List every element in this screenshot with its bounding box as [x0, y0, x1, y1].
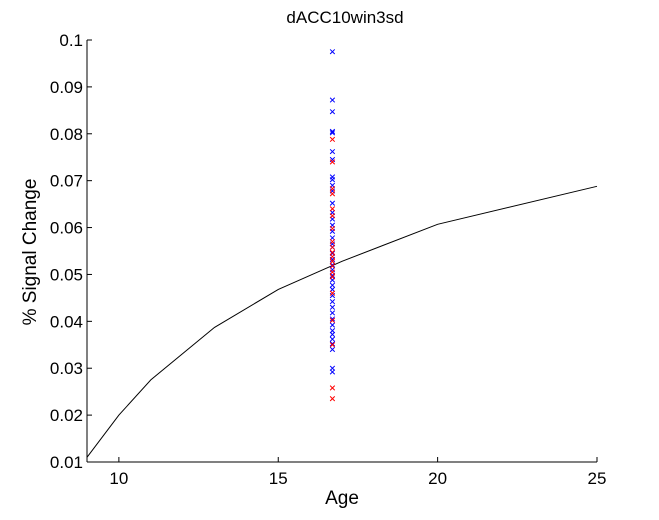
red-data-point [329, 159, 336, 165]
blue-data-point [329, 336, 336, 342]
red-data-point [329, 385, 336, 391]
blue-data-point [329, 200, 336, 206]
red-data-point [329, 290, 336, 296]
y-tick-label: 0.09 [50, 78, 83, 97]
blue-data-point [329, 310, 336, 316]
blue-data-point [329, 156, 336, 163]
x-tick-label: 15 [269, 469, 288, 488]
red-data-point [329, 263, 336, 269]
y-tick-label: 0.02 [50, 406, 83, 425]
red-data-point [329, 253, 336, 260]
red-data-point [329, 238, 336, 245]
red-data-point [329, 225, 336, 232]
x-tick-label: 20 [428, 469, 447, 488]
red-data-point [329, 269, 336, 275]
x-tick-label: 10 [109, 469, 128, 488]
y-tick-label: 0.08 [50, 125, 83, 144]
red-data-point [329, 244, 336, 250]
red-data-point [329, 317, 336, 324]
blue-data-point [329, 322, 336, 328]
blue-data-point [329, 128, 336, 135]
blue-data-point [329, 346, 336, 353]
blue-data-point [329, 316, 336, 322]
red-data-point [329, 136, 336, 143]
x-tick-label: 25 [588, 469, 607, 488]
blue-data-point [329, 341, 336, 347]
red-data-point [329, 191, 336, 197]
plot-area: 0.01 0.02 0.03 0.04 0.05 0.06 0.07 0.08 0.09 0.1 1… [50, 31, 607, 488]
fit-line [86, 185, 598, 458]
y-tick-label: 0.03 [50, 359, 83, 378]
red-data-point [329, 185, 336, 192]
blue-data-point [329, 109, 336, 115]
blue-data-point [329, 331, 336, 338]
y-tick-label: 0.04 [50, 312, 83, 331]
y-tick-label: 0.05 [50, 265, 83, 284]
blue-data-point [329, 369, 336, 375]
y-tick-label: 0.06 [50, 219, 83, 238]
blue-data-point [329, 49, 336, 55]
blue-data-point [329, 298, 336, 305]
red-data-point [329, 342, 336, 348]
red-data-point [329, 274, 336, 280]
y-axis-title: % Signal Change [20, 179, 41, 326]
blue-data-point [329, 292, 336, 299]
y-tick-label: 0.07 [50, 172, 83, 191]
blue-data-point [329, 282, 336, 288]
x-axis-title: Age [325, 488, 359, 509]
blue-data-point [329, 148, 336, 155]
red-data-point [329, 258, 336, 264]
chart-title: dACC10win3sd [286, 8, 403, 27]
blue-data-point [329, 97, 336, 103]
red-data-point [329, 396, 336, 402]
red-data-point [329, 249, 336, 256]
blue-data-point [329, 177, 336, 183]
y-tick-label: 0.1 [59, 31, 83, 50]
red-data-point [329, 213, 336, 219]
blue-data-point [329, 130, 336, 136]
red-data-point [329, 206, 336, 212]
y-tick-label: 0.01 [50, 453, 83, 472]
blue-data-point [329, 304, 336, 310]
